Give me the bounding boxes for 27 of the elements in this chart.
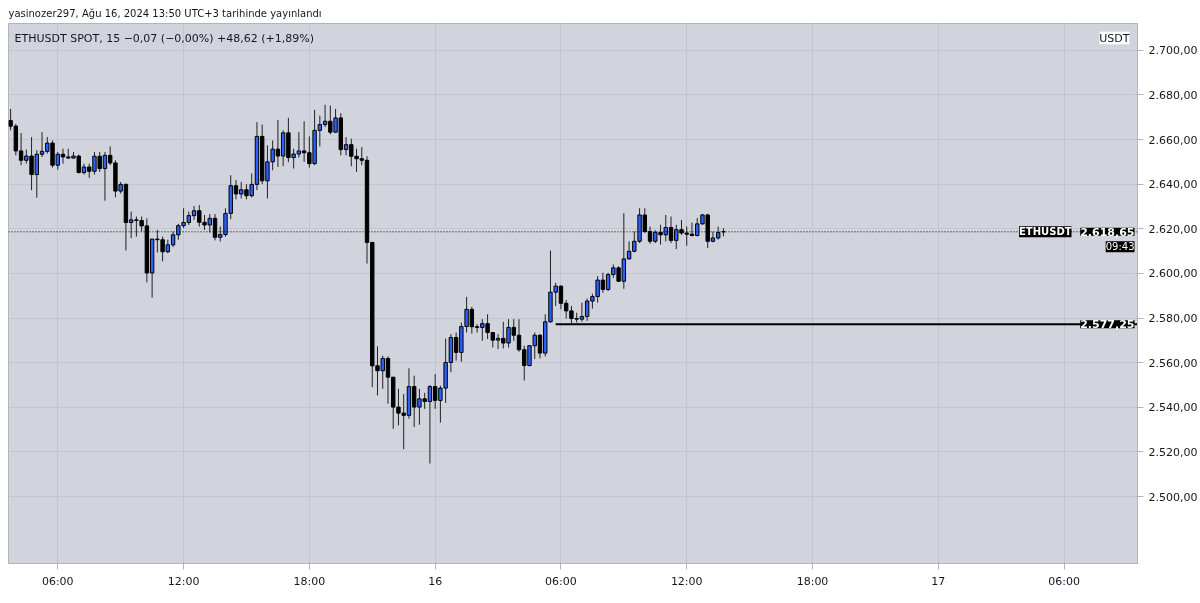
y-tick-label: 2.660,00 [1148, 133, 1198, 147]
annotation: USDT [1099, 31, 1130, 45]
annotation: 2.577,25 [1080, 318, 1135, 332]
y-tick-label: 2.540,00 [1148, 401, 1198, 415]
annotation: ETHUSDT [1019, 226, 1072, 238]
annotation: 09:43 [1105, 241, 1135, 253]
y-tick-label: 2.680,00 [1148, 88, 1198, 102]
x-tick-label: 12:00 [670, 574, 703, 588]
x-tick-label: 16 [428, 574, 443, 588]
ref-line-label: 2.618,65 [1080, 225, 1135, 239]
x-tick-label: 06:00 [1048, 574, 1080, 588]
x-tick-label: 18:00 [293, 574, 326, 588]
y-tick-label: 2.620,00 [1148, 222, 1198, 236]
x-tick-label: 17 [931, 574, 946, 588]
x-tick-label: 06:00 [41, 574, 74, 588]
y-tick-label: 2.500,00 [1148, 490, 1198, 504]
y-tick-label: 2.700,00 [1148, 44, 1198, 58]
x-tick-label: 18:00 [796, 574, 829, 588]
y-tick-label: 2.520,00 [1148, 445, 1198, 459]
y-tick-label: 2.560,00 [1148, 356, 1198, 370]
x-tick-label: 12:00 [167, 574, 200, 588]
y-tick-label: 2.600,00 [1148, 267, 1198, 281]
text: ETHUSDT SPOT, 15 −0,07 (−0,00%) +48,62 (+1,89%) [14, 31, 315, 45]
text: yasinozer297, Ağu 16, 2024 13:50 UTC+3 tarihinde yayınlandı [8, 7, 322, 19]
x-tick-label: 06:00 [545, 574, 577, 588]
y-tick-label: 2.640,00 [1148, 178, 1198, 192]
y-tick-label: 2.580,00 [1148, 312, 1198, 326]
